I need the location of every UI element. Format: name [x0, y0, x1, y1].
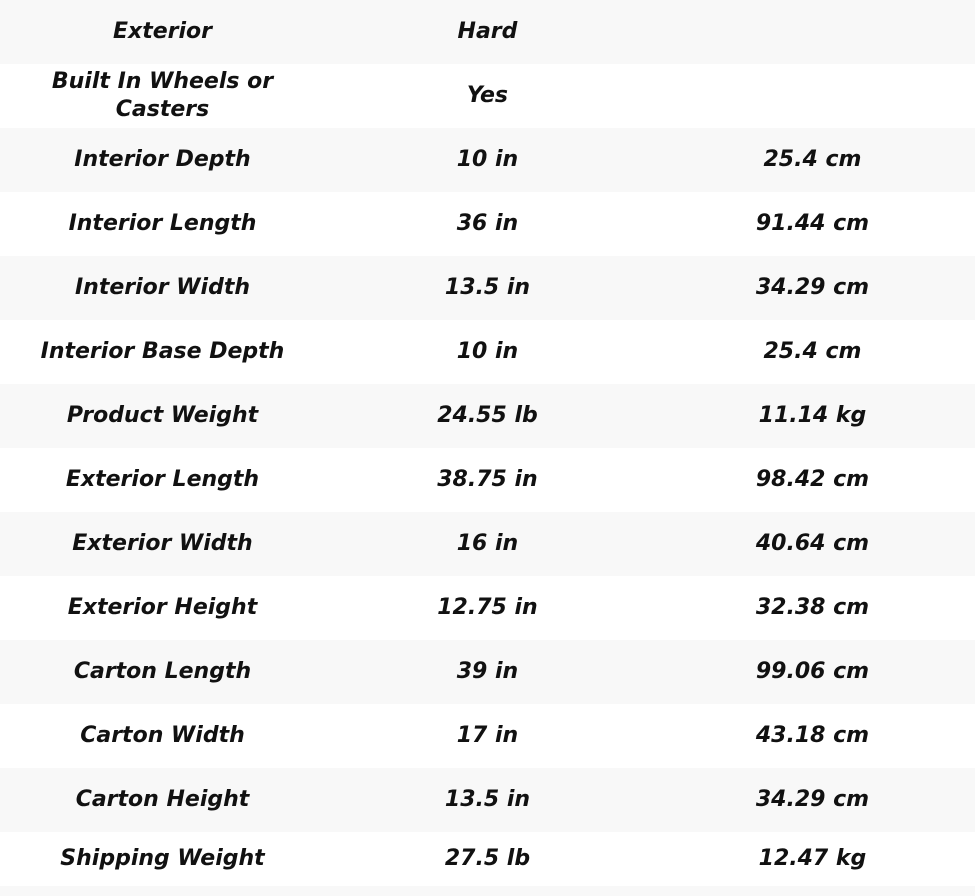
table-row: Exterior Width 16 in 40.64 cm	[0, 512, 975, 576]
spec-value-imperial: 12.75 in	[437, 595, 538, 620]
spec-value-metric: 34.29 cm	[755, 787, 870, 812]
spec-value-imperial: 24.55 lb	[437, 403, 538, 428]
table-row: Carton Length 39 in 99.06 cm	[0, 640, 975, 704]
spec-value-imperial: 16 in	[456, 531, 519, 556]
spec-label: Interior Length	[68, 211, 257, 236]
spec-label: Exterior	[112, 19, 212, 44]
spec-label: Interior Base Depth	[40, 339, 285, 364]
bottom-partial-row	[0, 886, 975, 896]
table-row: Interior Width 13.5 in 34.29 cm	[0, 256, 975, 320]
spec-value-metric: 25.4 cm	[763, 147, 862, 172]
spec-value-imperial: 10 in	[456, 339, 519, 364]
table-row: Interior Length 36 in 91.44 cm	[0, 192, 975, 256]
spec-label: Carton Length	[73, 659, 252, 684]
table-row: Carton Width 17 in 43.18 cm	[0, 704, 975, 768]
spec-value-imperial: 13.5 in	[444, 275, 531, 300]
spec-label: Shipping Weight	[60, 846, 265, 871]
spec-value-imperial: 13.5 in	[444, 787, 531, 812]
table-row: Carton Height 13.5 in 34.29 cm	[0, 768, 975, 832]
spec-value-imperial: 17 in	[456, 723, 519, 748]
table-row: Interior Depth 10 in 25.4 cm	[0, 128, 975, 192]
spec-value-metric: 34.29 cm	[755, 275, 870, 300]
spec-value-metric: 98.42 cm	[755, 467, 870, 492]
spec-value-metric: 11.14 kg	[758, 403, 867, 428]
spec-label: Exterior Height	[67, 595, 258, 620]
table-row: Exterior Hard	[0, 0, 975, 64]
table-row: Built In Wheels or Casters Yes	[0, 64, 975, 128]
table-row: Exterior Height 12.75 in 32.38 cm	[0, 576, 975, 640]
spec-value-metric: 40.64 cm	[755, 531, 870, 556]
table-row: Interior Base Depth 10 in 25.4 cm	[0, 320, 975, 384]
spec-label: Product Weight	[66, 403, 259, 428]
table-row: Product Weight 24.55 lb 11.14 kg	[0, 384, 975, 448]
spec-value-metric: 91.44 cm	[755, 211, 870, 236]
spec-value-imperial: Hard	[457, 19, 518, 44]
table-row: Exterior Length 38.75 in 98.42 cm	[0, 448, 975, 512]
spec-label: Carton Width	[80, 723, 245, 748]
spec-value-metric: 25.4 cm	[763, 339, 862, 364]
spec-label: Carton Height	[75, 787, 250, 812]
spec-label: Interior Width	[74, 275, 251, 300]
spec-value-metric: 43.18 cm	[755, 723, 870, 748]
spec-value-imperial: 27.5 lb	[444, 846, 531, 871]
spec-value-imperial: 36 in	[456, 211, 519, 236]
spec-label: Built In Wheels or Casters	[51, 69, 274, 122]
spec-value-imperial: 38.75 in	[437, 467, 538, 492]
spec-label: Exterior Length	[65, 467, 260, 492]
table-row: Shipping Weight 27.5 lb 12.47 kg	[0, 832, 975, 886]
spec-value-metric: 32.38 cm	[755, 595, 870, 620]
spec-label: Interior Depth	[74, 147, 251, 172]
spec-value-imperial: 39 in	[456, 659, 519, 684]
spec-value-imperial: 10 in	[456, 147, 519, 172]
spec-value-imperial: Yes	[466, 83, 509, 108]
spec-value-metric: 99.06 cm	[755, 659, 870, 684]
spec-value-metric: 12.47 kg	[758, 846, 867, 871]
spec-label: Exterior Width	[72, 531, 253, 556]
